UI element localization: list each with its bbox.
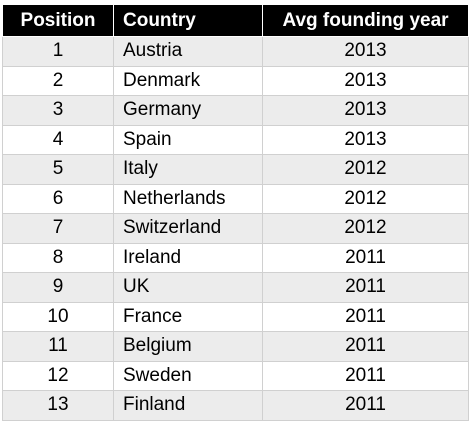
table-row: 1 Austria 2013	[2, 36, 469, 67]
cell-position: 3	[2, 95, 114, 126]
cell-country: Switzerland	[113, 213, 263, 244]
cell-position: 9	[2, 272, 114, 303]
table-row: 5 Italy 2012	[2, 154, 469, 185]
table-row: 10 France 2011	[2, 301, 469, 332]
table-row: 11 Belgium 2011	[2, 331, 469, 362]
cell-country: Finland	[113, 390, 263, 421]
header-country: Country	[113, 4, 263, 37]
header-position: Position	[2, 4, 114, 37]
cell-avg-founding-year: 2013	[262, 36, 469, 67]
cell-country: UK	[113, 272, 263, 303]
table-row: 13 Finland 2011	[2, 390, 469, 421]
table-row: 3 Germany 2013	[2, 95, 469, 126]
founding-year-table: Position Country Avg founding year 1 Aust…	[2, 4, 469, 421]
cell-country: France	[113, 301, 263, 332]
cell-country: Netherlands	[113, 183, 263, 214]
cell-country: Ireland	[113, 242, 263, 273]
cell-avg-founding-year: 2012	[262, 183, 469, 214]
table-row: 2 Denmark 2013	[2, 65, 469, 96]
cell-avg-founding-year: 2013	[262, 95, 469, 126]
cell-position: 5	[2, 154, 114, 185]
cell-avg-founding-year: 2012	[262, 154, 469, 185]
cell-position: 4	[2, 124, 114, 155]
cell-position: 7	[2, 213, 114, 244]
cell-position: 6	[2, 183, 114, 214]
cell-country: Denmark	[113, 65, 263, 96]
cell-position: 1	[2, 36, 114, 67]
cell-avg-founding-year: 2013	[262, 65, 469, 96]
cell-country: Spain	[113, 124, 263, 155]
cell-avg-founding-year: 2011	[262, 331, 469, 362]
table-row: 6 Netherlands 2012	[2, 183, 469, 214]
cell-country: Austria	[113, 36, 263, 67]
table-row: 9 UK 2011	[2, 272, 469, 303]
cell-country: Italy	[113, 154, 263, 185]
founding-year-table-container: Position Country Avg founding year 1 Aust…	[2, 4, 469, 421]
table-body: 1 Austria 2013 2 Denmark 2013 3 Germany 2013 4 Spa…	[2, 36, 469, 421]
cell-avg-founding-year: 2011	[262, 272, 469, 303]
cell-position: 2	[2, 65, 114, 96]
table-header: Position Country Avg founding year	[2, 4, 469, 37]
cell-position: 13	[2, 390, 114, 421]
cell-country: Sweden	[113, 360, 263, 391]
table-row: 7 Switzerland 2012	[2, 213, 469, 244]
table-row: 4 Spain 2013	[2, 124, 469, 155]
cell-country: Germany	[113, 95, 263, 126]
cell-position: 10	[2, 301, 114, 332]
table-row: 8 Ireland 2011	[2, 242, 469, 273]
cell-avg-founding-year: 2011	[262, 301, 469, 332]
table-row: 12 Sweden 2011	[2, 360, 469, 391]
cell-position: 11	[2, 331, 114, 362]
cell-avg-founding-year: 2012	[262, 213, 469, 244]
header-avg-founding-year: Avg founding year	[262, 4, 469, 37]
header-row: Position Country Avg founding year	[2, 4, 469, 37]
cell-avg-founding-year: 2011	[262, 360, 469, 391]
cell-avg-founding-year: 2013	[262, 124, 469, 155]
cell-position: 8	[2, 242, 114, 273]
cell-country: Belgium	[113, 331, 263, 362]
cell-position: 12	[2, 360, 114, 391]
cell-avg-founding-year: 2011	[262, 242, 469, 273]
cell-avg-founding-year: 2011	[262, 390, 469, 421]
